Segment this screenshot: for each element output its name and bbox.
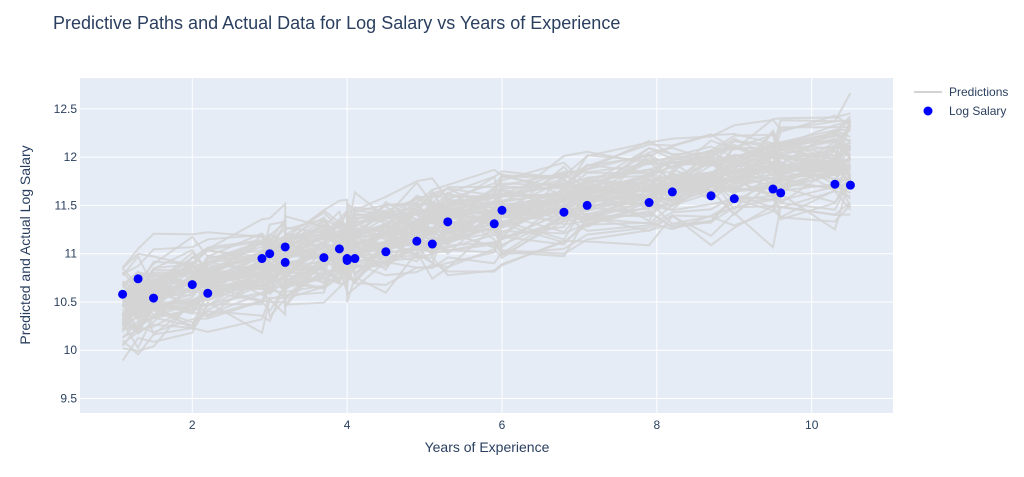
prediction-paths (121, 92, 852, 362)
y-tick-label: 10.5 (54, 295, 78, 309)
log-salary-markers (118, 179, 855, 303)
y-tick-label: 9.5 (60, 392, 77, 406)
legend-marker-swatch (923, 106, 933, 116)
y-tick-label: 11.5 (55, 198, 78, 212)
y-tick-labels: 9.5 10 10.5 11 11.5 12 12.5 (54, 102, 78, 406)
log-salary-point[interactable] (776, 188, 786, 198)
x-tick-label: 2 (189, 418, 196, 432)
log-salary-point[interactable] (187, 280, 197, 290)
prediction-path (122, 144, 851, 315)
log-salary-point[interactable] (118, 289, 128, 299)
prediction-path (122, 161, 852, 298)
prediction-path (122, 201, 852, 327)
y-tick-label: 11 (65, 247, 78, 261)
log-salary-point[interactable] (203, 288, 213, 298)
y-axis-title: Predicted and Actual Log Salary (17, 145, 33, 344)
x-tick-label: 10 (805, 418, 819, 432)
log-salary-point[interactable] (845, 180, 855, 190)
log-salary-point[interactable] (768, 184, 778, 194)
x-tick-label: 6 (499, 418, 506, 432)
legend-label-predictions: Predictions (949, 85, 1008, 99)
log-salary-point[interactable] (319, 253, 329, 263)
prediction-path (121, 160, 851, 299)
prediction-path (122, 144, 851, 275)
prediction-path (122, 164, 851, 332)
y-tick-label: 12 (64, 150, 78, 164)
log-salary-point[interactable] (667, 187, 677, 197)
legend-label-log-salary: Log Salary (949, 104, 1006, 118)
prediction-path (122, 156, 852, 304)
x-axis-title: Years of Experience (425, 439, 550, 455)
log-salary-point[interactable] (265, 249, 275, 259)
x-tick-label: 4 (344, 418, 351, 432)
y-tick-label: 10 (64, 343, 78, 357)
prediction-path (122, 178, 852, 352)
log-salary-point[interactable] (280, 242, 290, 252)
legend-item-log-salary[interactable]: Log Salary (923, 104, 1007, 118)
log-salary-point[interactable] (149, 293, 159, 303)
x-tick-labels: 2 4 6 8 10 (189, 418, 819, 432)
log-salary-point[interactable] (729, 194, 739, 204)
log-salary-point[interactable] (257, 254, 267, 264)
y-tick-label: 12.5 (54, 102, 78, 116)
log-salary-point[interactable] (412, 236, 422, 246)
log-salary-point[interactable] (706, 191, 716, 201)
log-salary-point[interactable] (830, 179, 840, 189)
prediction-path (121, 189, 851, 347)
prediction-path (121, 163, 851, 319)
prediction-path (121, 190, 852, 362)
log-salary-point[interactable] (443, 217, 453, 227)
log-salary-point[interactable] (280, 257, 290, 267)
log-salary-point[interactable] (334, 244, 344, 254)
log-salary-point[interactable] (350, 254, 360, 264)
log-salary-point[interactable] (342, 255, 352, 265)
legend[interactable]: Predictions Log Salary (914, 85, 1008, 118)
log-salary-point[interactable] (427, 239, 437, 249)
x-tick-label: 8 (653, 418, 660, 432)
chart-title: Predictive Paths and Actual Data for Log… (53, 13, 620, 33)
prediction-path (121, 120, 852, 269)
log-salary-point[interactable] (497, 205, 507, 215)
prediction-path (122, 170, 852, 298)
log-salary-point[interactable] (644, 198, 654, 208)
log-salary-point[interactable] (381, 247, 391, 257)
log-salary-point[interactable] (559, 207, 569, 217)
legend-item-predictions[interactable]: Predictions (914, 85, 1008, 99)
log-salary-point[interactable] (582, 200, 592, 210)
log-salary-point[interactable] (133, 274, 143, 284)
log-salary-point[interactable] (489, 219, 499, 229)
